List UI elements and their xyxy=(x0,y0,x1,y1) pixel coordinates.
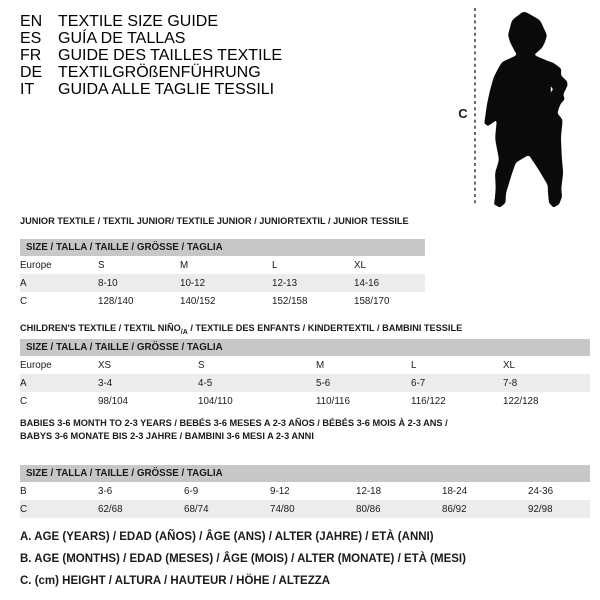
svg-text:C: C xyxy=(458,106,468,121)
